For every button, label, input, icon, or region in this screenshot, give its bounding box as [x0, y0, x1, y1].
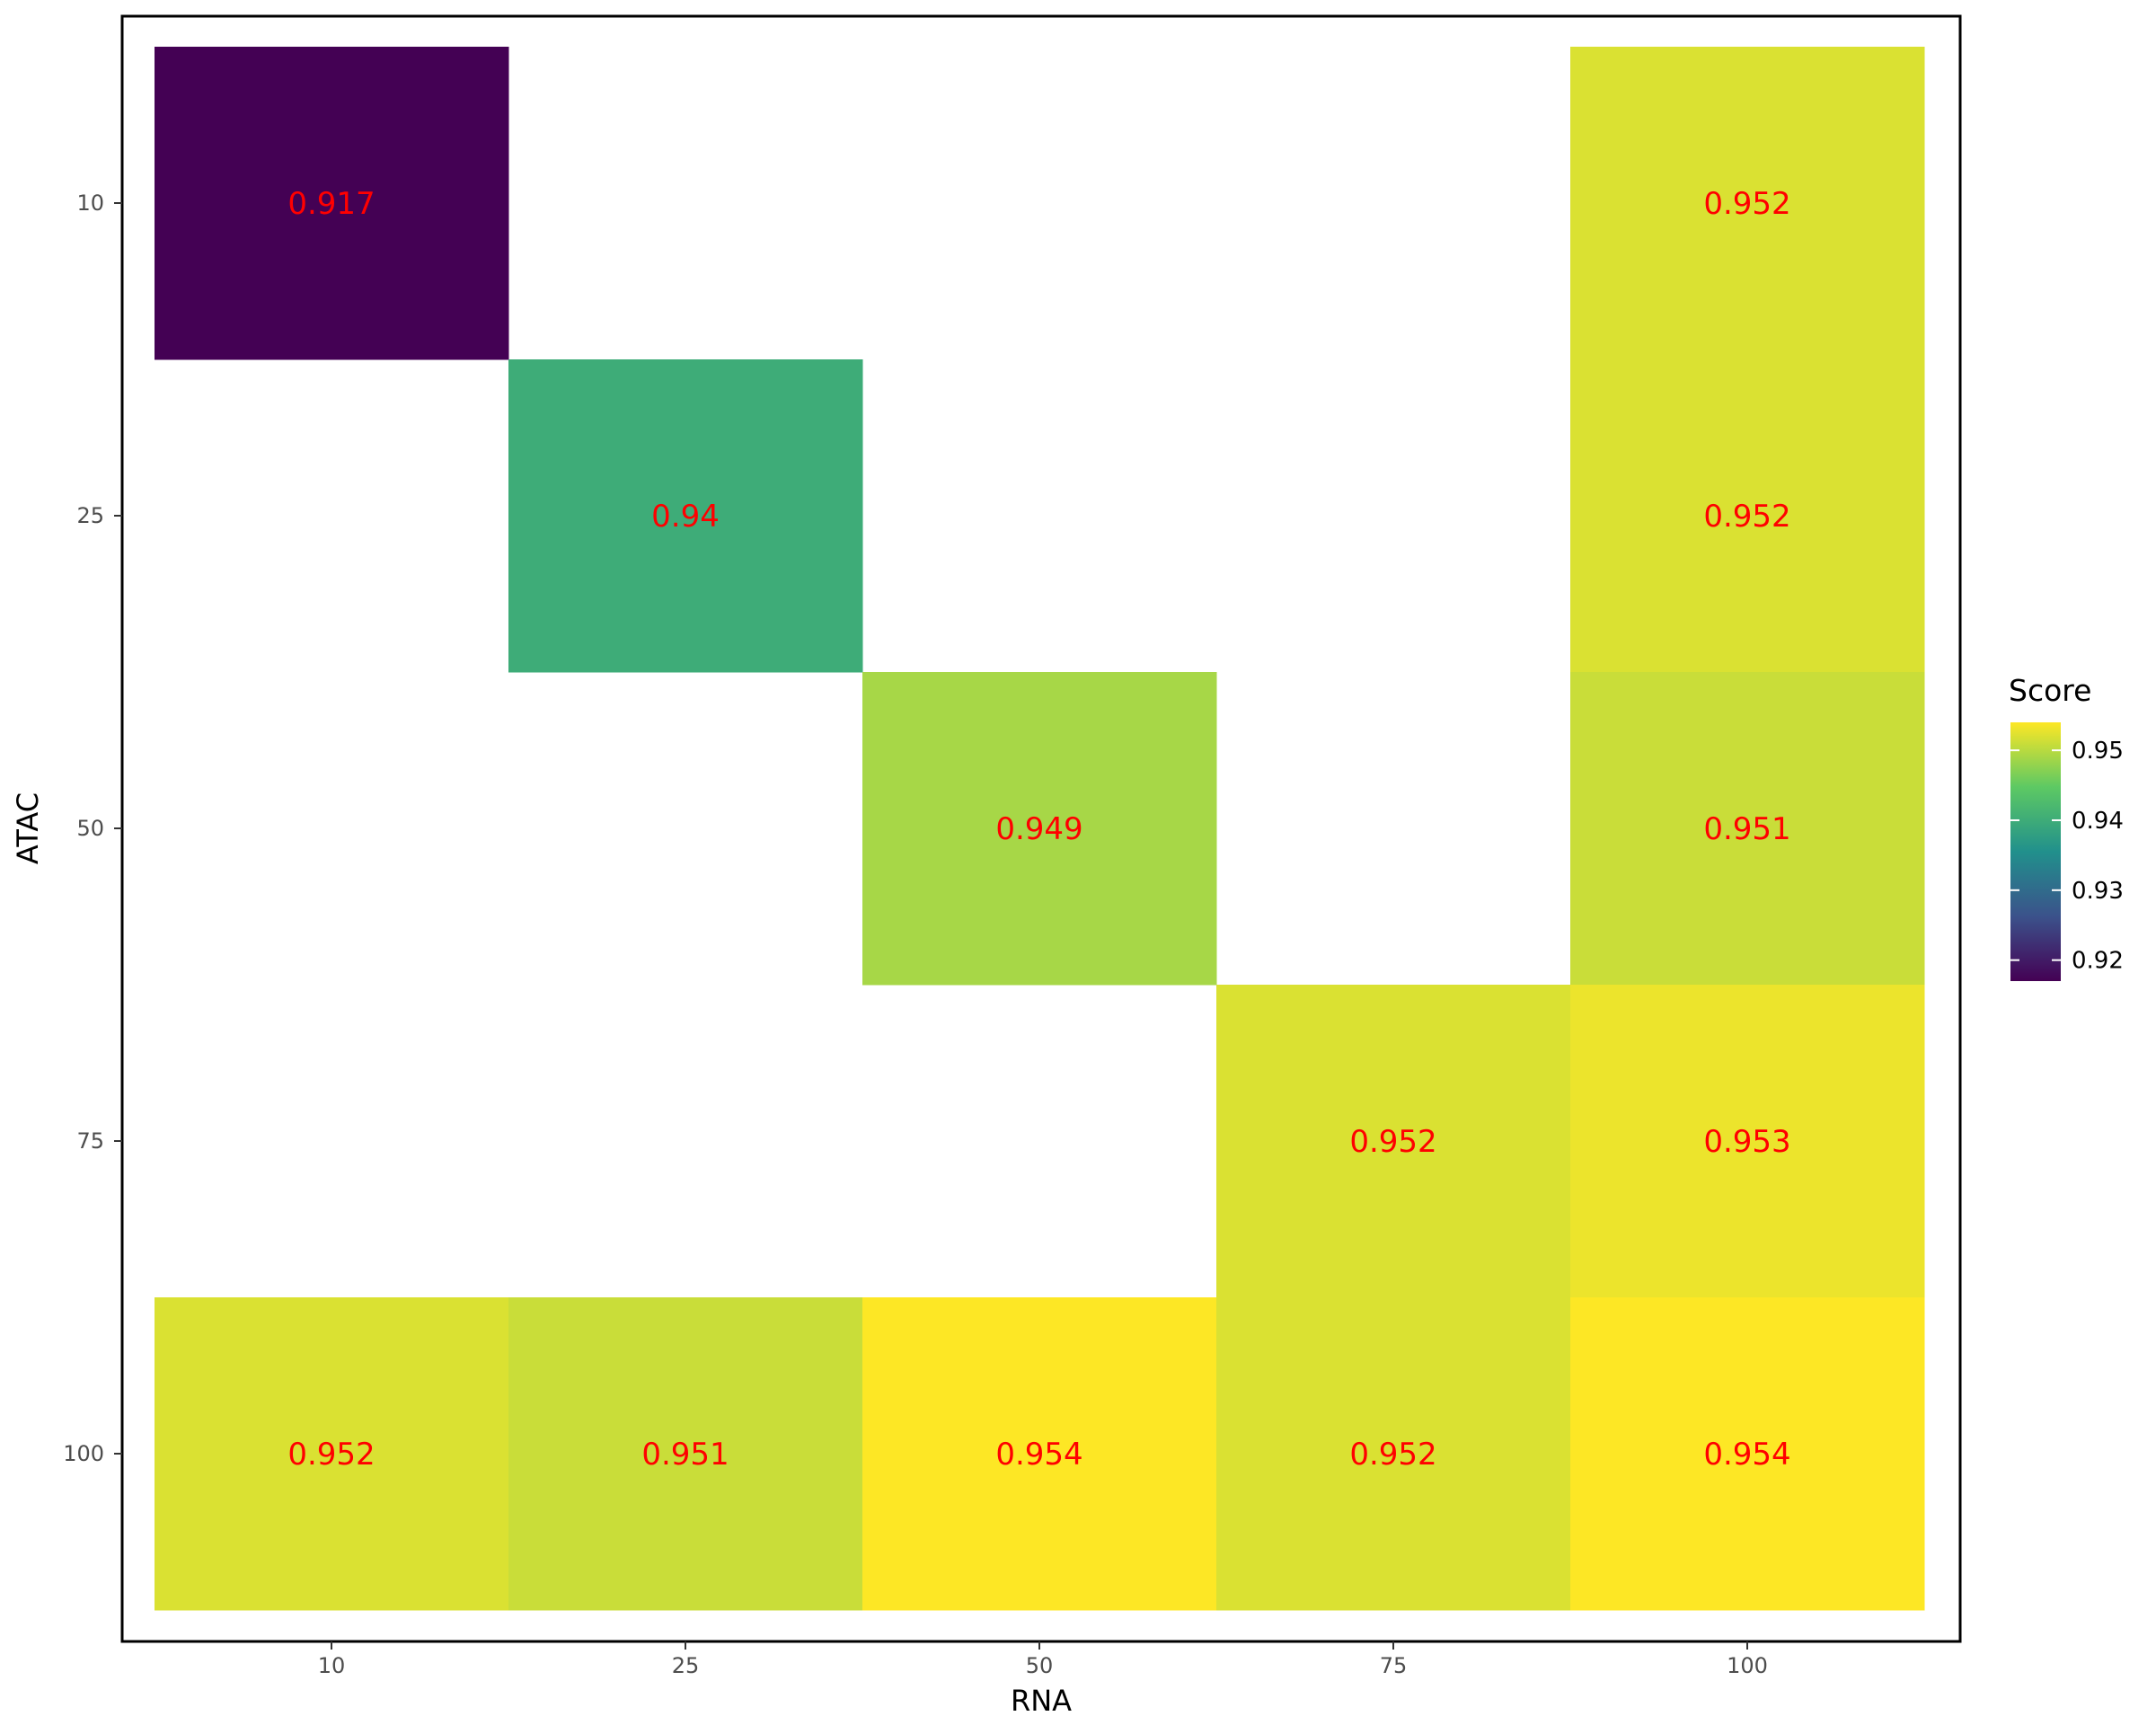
- colorbar-tick-label: 0.95: [2072, 738, 2124, 765]
- cell-value-label: 0.952: [1349, 1437, 1436, 1473]
- x-tick-label: 50: [1026, 1653, 1054, 1678]
- heatmap-cell: [155, 1297, 509, 1611]
- heatmap-cell: [508, 1297, 863, 1611]
- x-tick-label: 75: [1380, 1653, 1408, 1678]
- y-tick-label: 25: [76, 503, 104, 528]
- colorbar-tick-label: 0.93: [2072, 878, 2124, 905]
- cell-value-label: 0.949: [995, 811, 1082, 847]
- cell-value-label: 0.952: [287, 1437, 375, 1473]
- heatmap-cells: [155, 47, 1925, 1611]
- y-axis-ticks: 10 25 50 75 100: [63, 190, 122, 1466]
- colorbar: [2010, 722, 2061, 981]
- y-tick-label: 100: [63, 1441, 104, 1466]
- cell-value-label: 0.952: [1703, 499, 1790, 535]
- colorbar-tick-label: 0.92: [2072, 948, 2124, 975]
- heatmap-cell: [1570, 359, 1925, 673]
- cell-value-label: 0.94: [651, 499, 720, 535]
- heatmap-cell: [1570, 47, 1925, 360]
- cell-value-label: 0.953: [1703, 1124, 1790, 1160]
- y-tick-label: 10: [76, 190, 104, 216]
- colorbar-legend: Score 0.92 0.93 0.94 0.95: [2009, 673, 2124, 981]
- cell-value-label: 0.952: [1349, 1124, 1436, 1160]
- heatmap-cell: [155, 47, 509, 360]
- heatmap-cell: [1570, 985, 1925, 1298]
- heatmap-cell: [862, 1297, 1217, 1611]
- y-axis-title: ATAC: [11, 792, 45, 864]
- x-tick-label: 100: [1727, 1653, 1768, 1678]
- heatmap-cell: [1570, 1297, 1925, 1611]
- y-tick-label: 50: [76, 816, 104, 841]
- cell-value-label: 0.951: [1703, 811, 1790, 847]
- heatmap-cell-labels: 0.917 0.952 0.94 0.952 0.949 0.951 0.952 0.953 0…: [287, 186, 1790, 1473]
- heatmap-cell: [1216, 985, 1571, 1298]
- colorbar-tick-label: 0.94: [2072, 808, 2124, 835]
- x-axis-title: RNA: [1011, 1684, 1072, 1718]
- heatmap-cell: [508, 359, 863, 673]
- cell-value-label: 0.917: [287, 186, 375, 222]
- x-axis-ticks: 10 25 50 75 100: [318, 1641, 1768, 1678]
- colorbar-ticks: 0.92 0.93 0.94 0.95: [2010, 738, 2124, 975]
- x-tick-label: 10: [318, 1653, 346, 1678]
- heatmap-cell: [1570, 672, 1925, 986]
- cell-value-label: 0.951: [641, 1437, 729, 1473]
- cell-value-label: 0.954: [995, 1437, 1082, 1473]
- x-tick-label: 25: [672, 1653, 700, 1678]
- cell-value-label: 0.952: [1703, 186, 1790, 222]
- y-tick-label: 75: [76, 1128, 104, 1154]
- cell-value-label: 0.954: [1703, 1437, 1790, 1473]
- heatmap-cell: [862, 672, 1217, 986]
- legend-title: Score: [2009, 673, 2091, 708]
- heatmap-cell: [1216, 1297, 1571, 1611]
